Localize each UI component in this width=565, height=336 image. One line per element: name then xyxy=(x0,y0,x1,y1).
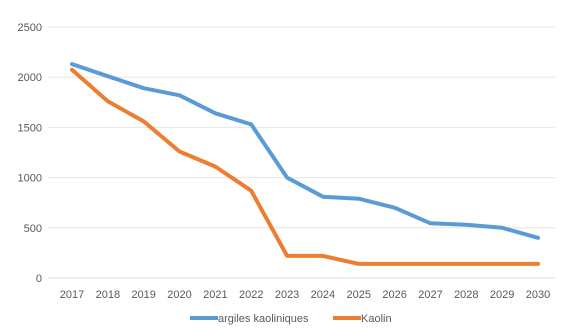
series-line xyxy=(70,67,540,266)
legend: argiles kaoliniques Kaolin xyxy=(190,313,392,325)
y-tick-label: 0 xyxy=(36,273,42,285)
series-lines xyxy=(70,62,540,266)
x-tick-label: 2026 xyxy=(382,289,406,301)
gridlines xyxy=(48,26,555,279)
y-tick-label: 1500 xyxy=(18,122,42,134)
x-tick-label: 2024 xyxy=(311,289,335,301)
legend-label: argiles kaoliniques xyxy=(218,313,309,325)
y-tick-label: 1000 xyxy=(18,173,42,185)
x-tick-label: 2018 xyxy=(96,289,120,301)
x-tick-label: 2017 xyxy=(60,289,84,301)
x-tick-label: 2028 xyxy=(454,289,478,301)
x-tick-label: 2025 xyxy=(347,289,371,301)
y-tick-label: 2000 xyxy=(18,72,42,84)
y-tick-label: 2500 xyxy=(18,22,42,34)
x-tick-label: 2027 xyxy=(418,289,442,301)
x-tick-label: 2022 xyxy=(239,289,263,301)
x-tick-label: 2029 xyxy=(490,289,514,301)
x-tick-label: 2021 xyxy=(203,289,227,301)
x-tick-label: 2019 xyxy=(131,289,155,301)
legend-label: Kaolin xyxy=(361,313,392,325)
x-tick-label: 2023 xyxy=(275,289,299,301)
x-tick-label: 2020 xyxy=(167,289,191,301)
y-tick-label: 500 xyxy=(24,223,42,235)
axes: 0 500 1000 1500 2000 2500 2017 2018 2019 2020 2021… xyxy=(18,22,551,301)
series-line xyxy=(70,62,540,240)
x-tick-label: 2030 xyxy=(526,289,550,301)
